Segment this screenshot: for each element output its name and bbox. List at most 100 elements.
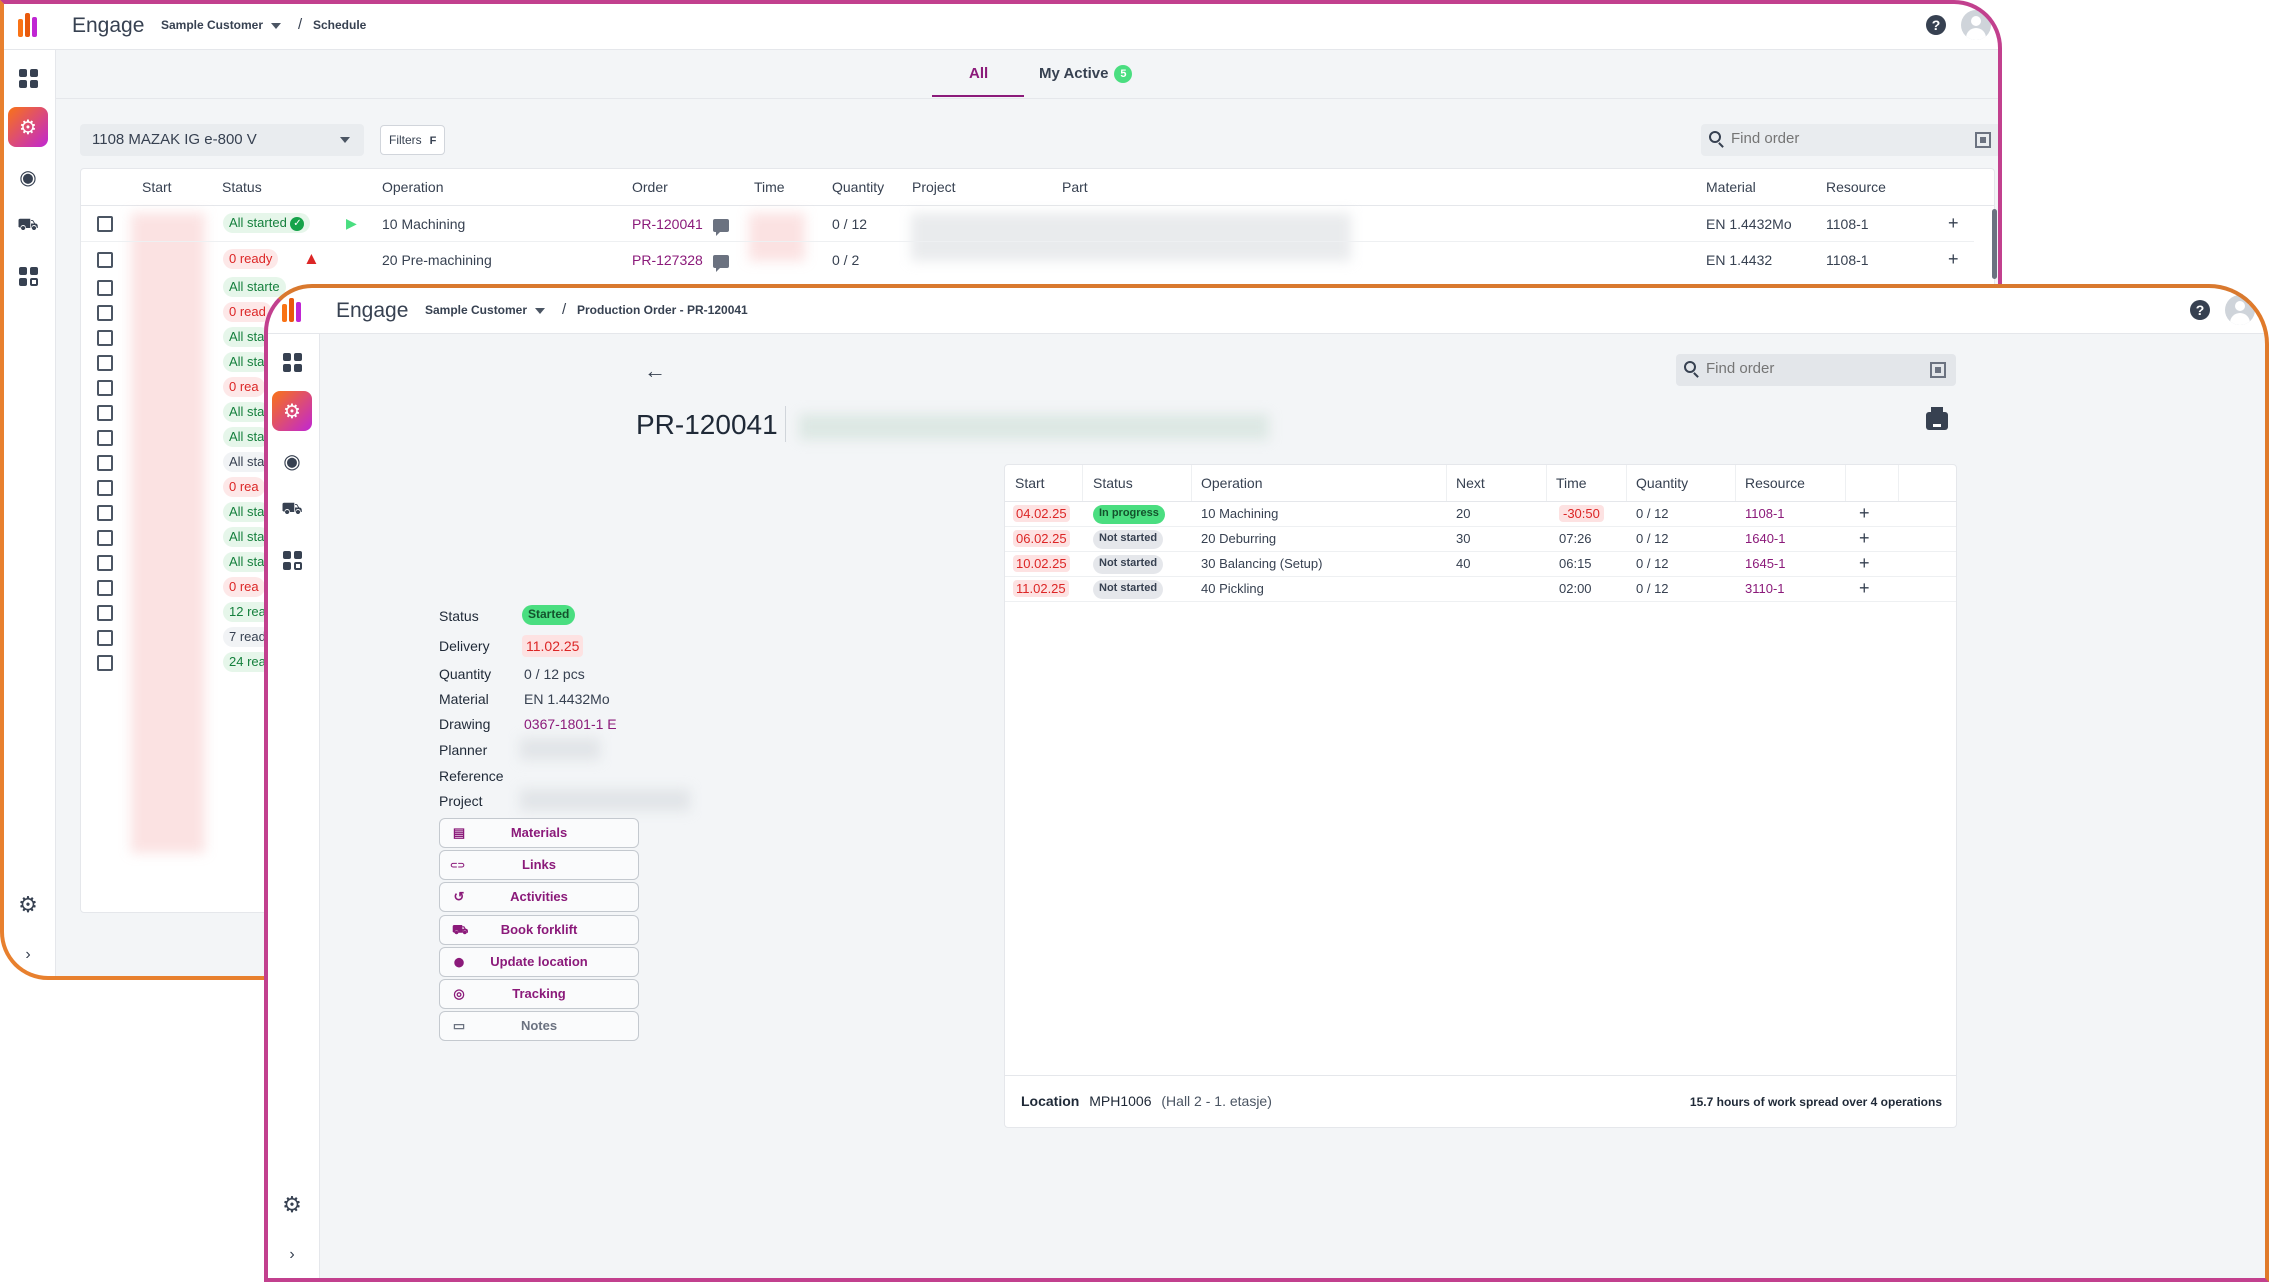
row-checkbox[interactable] (97, 605, 113, 621)
row-checkbox[interactable] (97, 216, 113, 232)
play-icon[interactable]: ▶ (346, 215, 357, 231)
avatar[interactable] (2225, 295, 2255, 325)
scrollbar[interactable] (1992, 209, 1997, 279)
materials-button[interactable]: ▤ Materials (439, 818, 639, 848)
expand-chevron-icon[interactable]: › (25, 946, 31, 963)
add-icon[interactable]: + (1859, 578, 1870, 598)
add-icon[interactable]: + (1948, 249, 1959, 269)
row-checkbox[interactable] (97, 355, 113, 371)
activities-button[interactable]: ↺ Activities (439, 882, 639, 913)
order-search[interactable] (1676, 354, 1956, 386)
resource-select[interactable]: 1108 MAZAK IG e-800 V (80, 124, 364, 156)
row-checkbox[interactable] (97, 530, 113, 546)
col-status[interactable]: Status (222, 179, 262, 195)
add-icon[interactable]: + (1948, 213, 1959, 233)
customer-selector[interactable]: Sample Customer (425, 303, 546, 317)
tab-all-label[interactable]: All (969, 65, 989, 82)
help-icon[interactable]: ? (1926, 15, 1946, 35)
help-icon[interactable]: ? (2190, 300, 2210, 320)
breadcrumb-page[interactable]: Production Order - PR-120041 (577, 303, 748, 317)
avatar[interactable] (1961, 10, 1991, 40)
qr-code-icon[interactable] (1930, 362, 1946, 378)
update-location-button[interactable]: ⬤ Update location (439, 946, 639, 977)
tracking-button[interactable]: ◎ Tracking (439, 979, 639, 1009)
operation-row[interactable]: 11.02.25 Not started 40 Pickling 02:00 0 / 1… (1005, 577, 1956, 602)
col-order[interactable]: Order (632, 179, 668, 195)
breadcrumb-separator: / (562, 301, 567, 318)
row-checkbox[interactable] (97, 405, 113, 421)
row-checkbox[interactable] (97, 280, 113, 296)
resource-link[interactable]: 1645-1 (1745, 556, 1786, 571)
row-checkbox[interactable] (97, 630, 113, 646)
order-link[interactable]: PR-127328 (632, 252, 729, 272)
col-time[interactable]: Time (1556, 475, 1587, 491)
add-widget-icon[interactable] (272, 540, 312, 580)
col-time[interactable]: Time (754, 179, 785, 195)
col-operation[interactable]: Operation (382, 179, 444, 195)
expand-chevron-icon[interactable]: › (289, 1246, 295, 1263)
filters-button[interactable]: Filters F (380, 125, 446, 155)
col-resource[interactable]: Resource (1745, 475, 1805, 491)
operation-row[interactable]: 04.02.25 In progress 10 Machining 20 -30:50 0… (1005, 502, 1956, 527)
warning-icon[interactable]: ▲ (303, 249, 320, 268)
drawing-link[interactable]: 0367-1801-1 E (524, 716, 617, 732)
col-resource[interactable]: Resource (1826, 179, 1886, 195)
breadcrumb-page[interactable]: Schedule (313, 18, 367, 32)
row-checkbox[interactable] (97, 455, 113, 471)
tracking-icon[interactable]: ◉ (283, 450, 301, 473)
col-project[interactable]: Project (912, 179, 956, 195)
col-start[interactable]: Start (142, 179, 172, 195)
settings-gear-icon[interactable]: ⚙ (282, 1192, 302, 1217)
row-checkbox[interactable] (97, 430, 113, 446)
col-status[interactable]: Status (1093, 475, 1133, 491)
print-icon[interactable] (1926, 407, 1948, 430)
row-checkbox[interactable] (97, 380, 113, 396)
dashboard-icon[interactable] (8, 58, 48, 98)
forklift-icon: ⛟ (452, 921, 469, 937)
row-checkbox[interactable] (97, 580, 113, 596)
operation-row[interactable]: 06.02.25 Not started 20 Deburring 30 07:26 0 … (1005, 527, 1956, 552)
row-checkbox[interactable] (97, 555, 113, 571)
dashboard-icon[interactable] (272, 342, 312, 382)
row-checkbox[interactable] (97, 480, 113, 496)
order-link[interactable]: PR-120041 (632, 216, 729, 236)
col-start[interactable]: Start (1015, 475, 1045, 491)
order-search[interactable] (1701, 124, 2001, 156)
comment-icon[interactable] (712, 254, 729, 272)
add-icon[interactable]: + (1859, 553, 1870, 573)
book-forklift-button[interactable]: ⛟ Book forklift (439, 914, 639, 945)
comment-icon[interactable] (712, 218, 729, 236)
row-checkbox[interactable] (97, 305, 113, 321)
col-material[interactable]: Material (1706, 179, 1756, 195)
row-checkbox[interactable] (97, 655, 113, 671)
production-icon[interactable]: ⚙ (272, 391, 312, 431)
search-input[interactable] (1706, 360, 1926, 377)
customer-selector[interactable]: Sample Customer (161, 18, 282, 32)
add-icon[interactable]: + (1859, 528, 1870, 548)
add-icon[interactable]: + (1859, 503, 1870, 523)
search-input[interactable] (1731, 130, 1951, 147)
col-next[interactable]: Next (1456, 475, 1485, 491)
operation-row[interactable]: 10.02.25 Not started 30 Balancing (Setup) 4… (1005, 552, 1956, 577)
resource-link[interactable]: 1108-1 (1745, 506, 1785, 521)
production-icon[interactable]: ⚙ (8, 107, 48, 147)
resource-link[interactable]: 3110-1 (1745, 581, 1785, 596)
col-quantity[interactable]: Quantity (832, 179, 885, 195)
row-checkbox[interactable] (97, 505, 113, 521)
qr-code-icon[interactable] (1975, 132, 1991, 148)
tab-my-active[interactable]: My Active 5 (1039, 65, 1133, 84)
col-operation[interactable]: Operation (1201, 475, 1263, 491)
row-checkbox[interactable] (97, 330, 113, 346)
forklift-icon[interactable]: ⛟ (281, 499, 303, 518)
resource-link[interactable]: 1640-1 (1745, 531, 1786, 546)
back-arrow-icon[interactable]: ← (644, 358, 666, 383)
settings-gear-icon[interactable]: ⚙ (18, 892, 38, 917)
row-checkbox[interactable] (97, 252, 113, 268)
add-widget-icon[interactable] (8, 256, 48, 296)
forklift-icon[interactable]: ⛟ (17, 215, 39, 234)
notes-button[interactable]: ▭ Notes (439, 1011, 639, 1042)
col-quantity[interactable]: Quantity (1636, 475, 1689, 491)
links-button[interactable]: ⊂⊃ Links (439, 850, 639, 881)
col-part[interactable]: Part (1062, 179, 1088, 195)
tracking-icon[interactable]: ◉ (19, 166, 37, 189)
